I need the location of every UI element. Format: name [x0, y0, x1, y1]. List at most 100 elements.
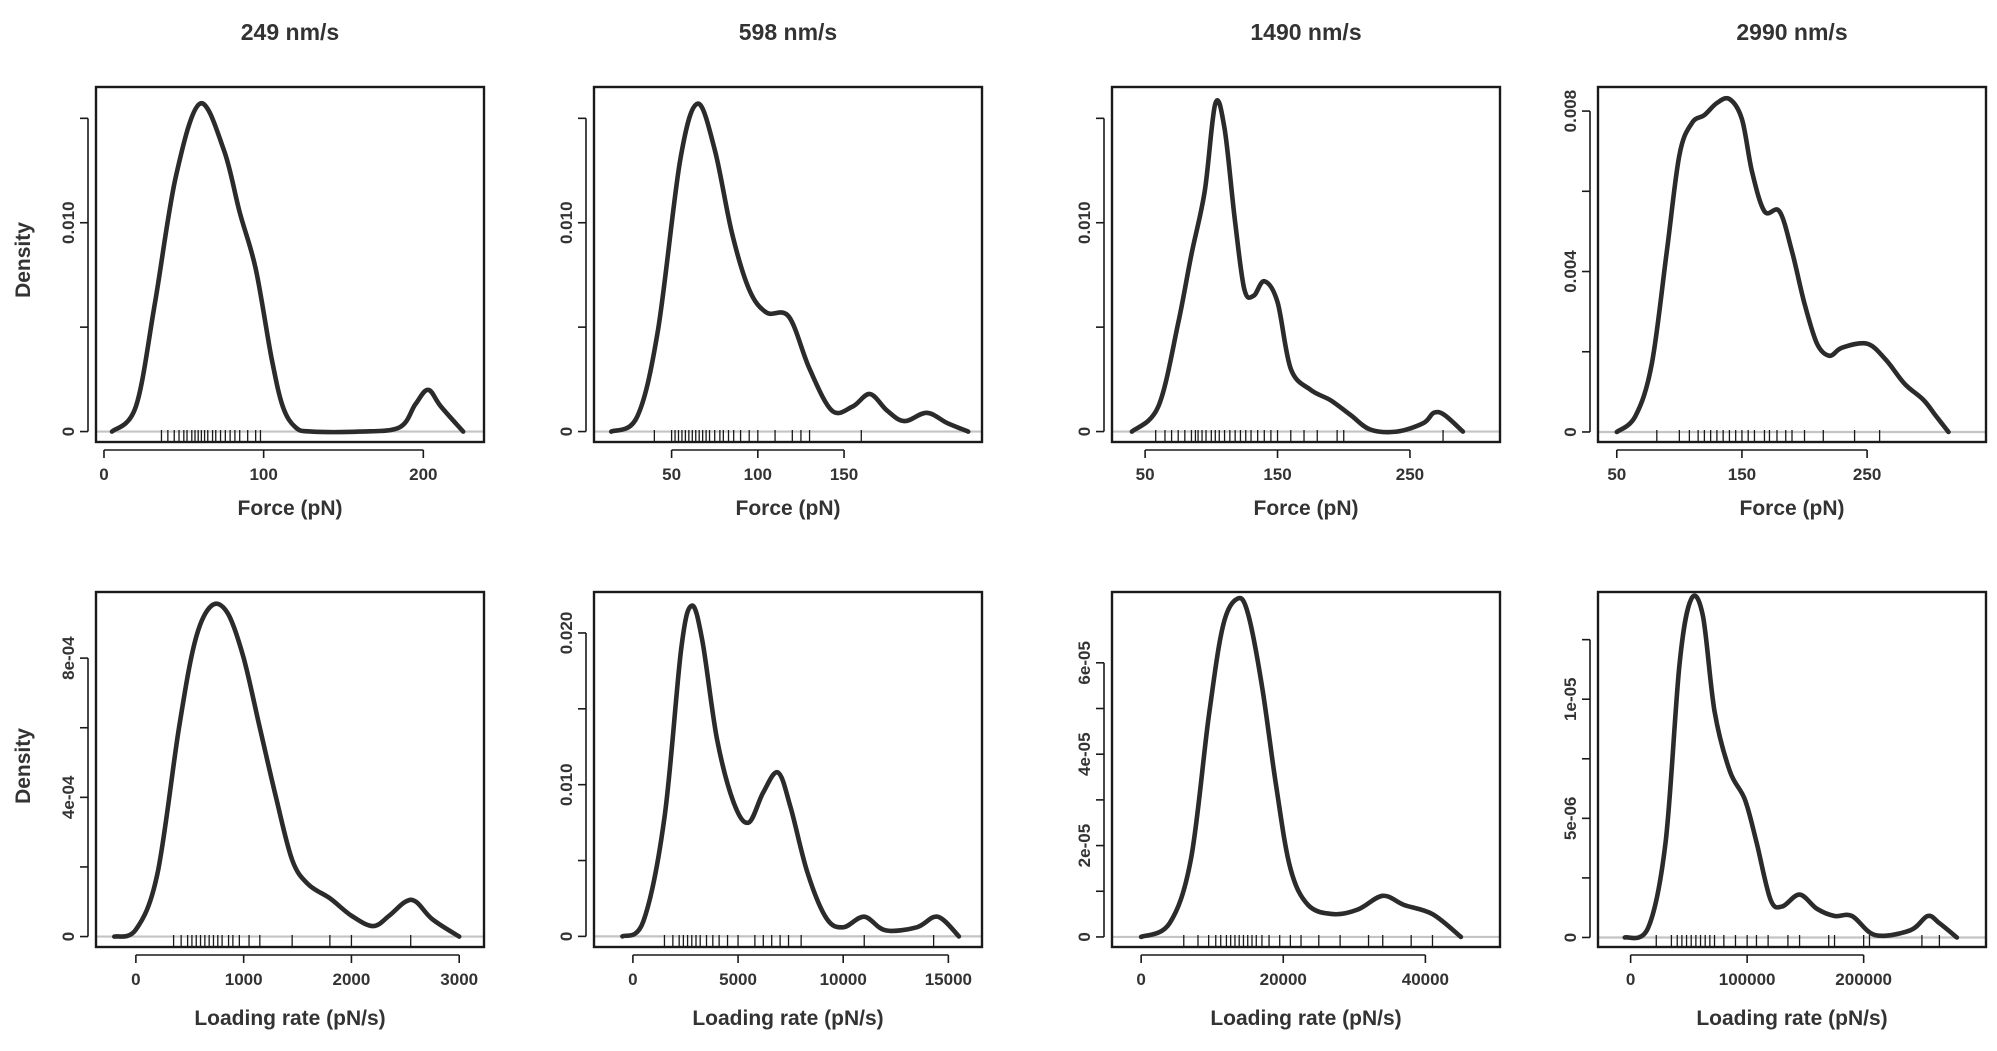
y-axis: 0 0.010	[557, 117, 587, 436]
x-axis-label: Loading rate (pN/s)	[1696, 1007, 1887, 1030]
y-tick-label: 0	[59, 427, 78, 436]
y-axis: 0 4e-04 8e-04	[59, 636, 89, 941]
x-tick-label: 150	[830, 465, 858, 484]
x-tick-label: 40000	[1402, 970, 1449, 989]
density-panel: 0 1000 2000 3000 Loading rate (pN/s) 0 4e-04 8e…	[59, 590, 486, 1030]
y-axis-label: Density	[12, 728, 35, 804]
y-tick-label: 0	[1075, 427, 1094, 436]
x-tick-label: 20000	[1260, 970, 1307, 989]
density-curve	[608, 101, 971, 434]
x-tick-label: 50	[1607, 465, 1626, 484]
x-axis: 0 5000 10000 15000 Loading rate (pN/s)	[628, 954, 972, 1030]
y-tick-label: 0	[59, 932, 78, 941]
x-tick-label: 2000	[333, 970, 371, 989]
y-tick-label: 0	[557, 427, 576, 436]
plot-frame	[1110, 590, 1502, 949]
y-tick-label: 6e-05	[1075, 641, 1094, 684]
plot-frame	[1110, 85, 1502, 444]
column-title: 249 nm/s	[241, 19, 339, 45]
x-tick-label: 1000	[225, 970, 263, 989]
column-title: 2990 nm/s	[1736, 19, 1847, 45]
x-axis: 0 1000 2000 3000 Loading rate (pN/s)	[131, 954, 478, 1030]
density-curve	[1622, 593, 1960, 941]
y-tick-label: 4e-04	[59, 775, 78, 819]
y-tick-label: 0.004	[1561, 250, 1580, 293]
column-title: 598 nm/s	[739, 19, 837, 45]
x-tick-label: 3000	[440, 970, 478, 989]
density-panel: 0 5000 10000 15000 Loading rate (pN/s) 0 0.010…	[557, 590, 984, 1030]
row-y-labels: Density Density	[12, 222, 35, 804]
y-axis: 0 2e-05 4e-05 6e-05	[1075, 641, 1105, 942]
y-tick-label: 0	[1075, 932, 1094, 941]
plot-frame	[1596, 85, 1988, 444]
y-tick-label: 1e-05	[1561, 677, 1580, 720]
x-tick-label: 10000	[820, 970, 867, 989]
density-curve	[109, 101, 466, 435]
x-tick-label: 5000	[719, 970, 757, 989]
rug-plot	[1155, 430, 1444, 442]
x-axis-label: Force (pN)	[736, 497, 841, 520]
x-tick-label: 100	[249, 465, 277, 484]
x-tick-label: 200000	[1835, 970, 1892, 989]
y-tick-label: 0.010	[557, 201, 576, 244]
y-axis: 0 5e-06 1e-05	[1561, 638, 1591, 942]
x-tick-label: 0	[1136, 970, 1145, 989]
rug-plot	[1183, 935, 1434, 947]
x-tick-label: 150	[1728, 465, 1756, 484]
x-tick-label: 250	[1853, 465, 1881, 484]
density-panel: 50 150 250 Force (pN) 0 0.004 0.008	[1561, 85, 1988, 520]
x-axis-label: Loading rate (pN/s)	[692, 1007, 883, 1030]
x-tick-label: 0	[628, 970, 637, 989]
rug-plot	[663, 935, 935, 947]
x-tick-label: 15000	[925, 970, 972, 989]
density-panel: 50 150 250 Force (pN) 0 0.010	[1075, 85, 1502, 520]
x-tick-label: 0	[131, 970, 140, 989]
density-panel: 50 100 150 Force (pN) 0 0.010	[557, 85, 984, 520]
y-axis-label: Density	[12, 222, 35, 298]
column-titles: 249 nm/s 598 nm/s 1490 nm/s 2990 nm/s	[241, 19, 1848, 45]
x-axis: 50 100 150 Force (pN)	[662, 449, 858, 520]
y-tick-label: 8e-04	[59, 636, 78, 680]
y-axis: 0 0.010	[59, 117, 89, 436]
y-tick-label: 0.020	[557, 612, 576, 655]
y-tick-label: 0.010	[1075, 201, 1094, 244]
y-tick-label: 0	[1561, 427, 1580, 436]
plot-frame	[94, 85, 486, 444]
y-tick-label: 0.010	[557, 763, 576, 806]
x-axis-label: Force (pN)	[1740, 497, 1845, 520]
x-tick-label: 0	[1626, 970, 1635, 989]
x-axis-label: Loading rate (pN/s)	[194, 1007, 385, 1030]
x-tick-label: 100000	[1719, 970, 1776, 989]
x-tick-label: 250	[1396, 465, 1424, 484]
y-tick-label: 0.008	[1561, 90, 1580, 133]
rug-plot	[160, 430, 262, 442]
x-tick-label: 50	[662, 465, 681, 484]
y-tick-label: 0	[557, 932, 576, 941]
y-tick-label: 4e-05	[1075, 732, 1094, 775]
density-curve	[1138, 595, 1464, 940]
density-curve	[620, 603, 962, 939]
rug-plot	[172, 935, 412, 947]
plot-frame	[592, 85, 984, 444]
x-axis: 0 100000 200000 Loading rate (pN/s)	[1626, 954, 1892, 1030]
column-title: 1490 nm/s	[1250, 19, 1361, 45]
y-axis: 0 0.004 0.008	[1561, 90, 1591, 437]
density-panel: 0 100000 200000 Loading rate (pN/s) 0 5e-06 1e…	[1561, 590, 1988, 1030]
plot-frame	[94, 590, 486, 949]
x-axis-label: Loading rate (pN/s)	[1210, 1007, 1401, 1030]
density-curve	[112, 601, 462, 939]
y-tick-label: 2e-05	[1075, 824, 1094, 867]
density-panels: 0 100 200 Force (pN) 0 0.010 50 100 150 Force (pN…	[59, 85, 1988, 1030]
y-tick-label: 0	[1561, 933, 1580, 942]
rug-plot	[1655, 935, 1941, 947]
rug-plot	[653, 430, 862, 442]
x-tick-label: 0	[99, 465, 108, 484]
x-tick-label: 200	[409, 465, 437, 484]
density-panel: 0 100 200 Force (pN) 0 0.010	[59, 85, 486, 520]
x-tick-label: 50	[1136, 465, 1155, 484]
x-axis: 50 150 250 Force (pN)	[1607, 449, 1881, 520]
x-tick-label: 100	[744, 465, 772, 484]
